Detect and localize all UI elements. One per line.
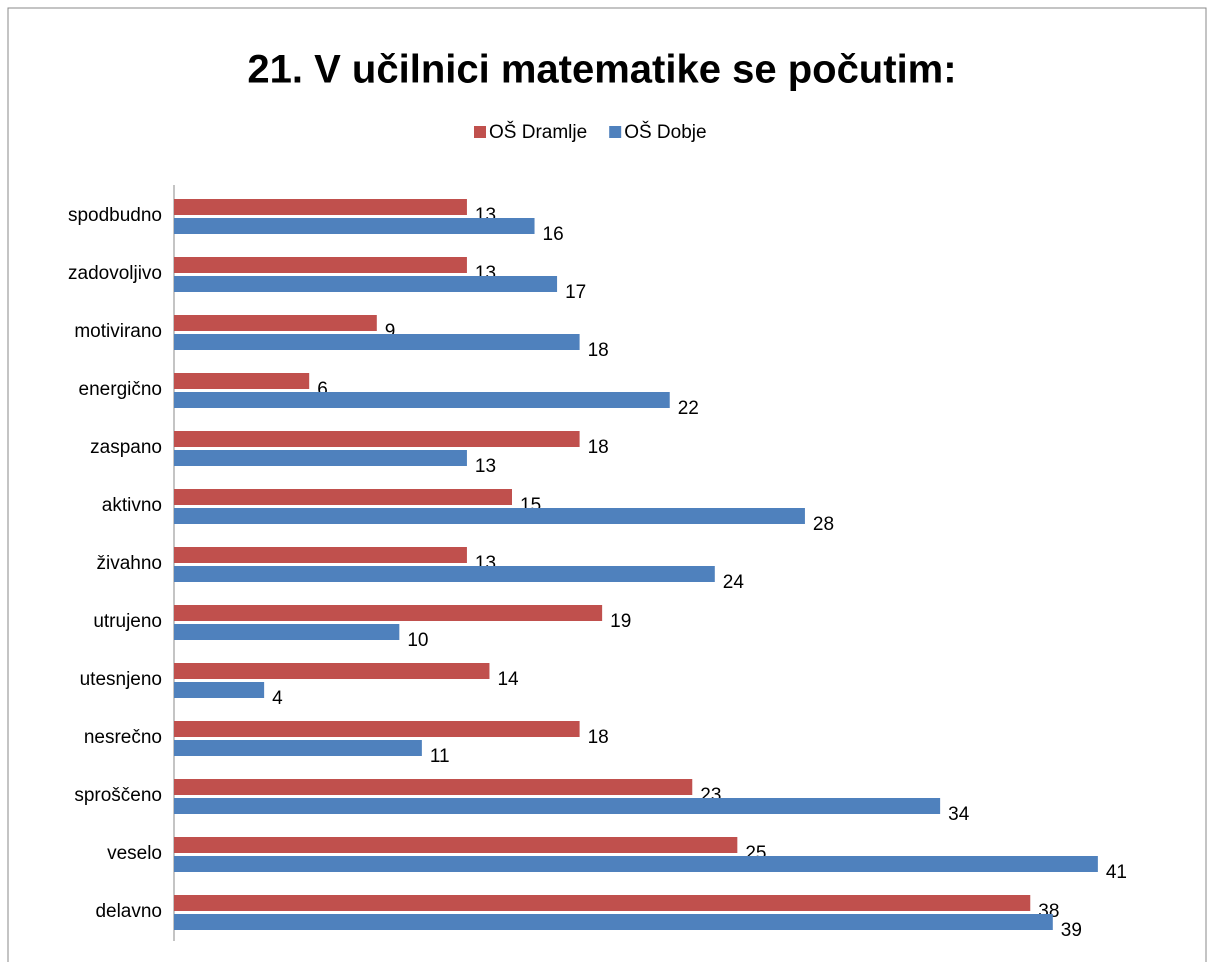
data-label: 14: [497, 669, 519, 690]
data-label: 6: [317, 379, 328, 400]
data-label: 10: [407, 630, 428, 651]
bar: [174, 663, 490, 679]
bar: [174, 508, 805, 524]
data-label: 9: [385, 321, 396, 342]
y-tick-label: zadovoljivo: [68, 263, 162, 284]
data-label: 4: [272, 688, 283, 709]
bar: [174, 547, 467, 563]
data-label: 34: [948, 804, 970, 825]
bar: [174, 779, 693, 795]
y-tick-label: aktivno: [102, 495, 162, 516]
data-label: 16: [543, 224, 564, 245]
bar: [174, 682, 265, 698]
data-label: 17: [565, 282, 586, 303]
bar: [174, 721, 580, 737]
bar: [174, 334, 580, 350]
bar: [174, 489, 512, 505]
bar: [174, 373, 310, 389]
bar: [174, 431, 580, 447]
y-tick-label: živahno: [97, 553, 163, 574]
bar: [174, 392, 670, 408]
y-tick-label: motivirano: [74, 321, 162, 342]
bar: [174, 914, 1053, 930]
data-label: 19: [610, 611, 631, 632]
bar: [174, 450, 467, 466]
chart-title: 21. V učilnici matematike se počutim:: [247, 48, 956, 92]
bar: [174, 856, 1098, 872]
data-label: 41: [1106, 862, 1127, 883]
bar: [174, 566, 715, 582]
data-label: 39: [1061, 920, 1082, 941]
bar: [174, 837, 738, 853]
y-tick-label: utrujeno: [93, 611, 162, 632]
data-label: 11: [430, 746, 450, 767]
bar: [174, 257, 467, 273]
bar: [174, 218, 535, 234]
data-label: 13: [475, 456, 496, 477]
bar: [174, 740, 422, 756]
legend-label: OŠ Dramlje: [489, 121, 587, 143]
bar: [174, 199, 467, 215]
data-label: 18: [588, 727, 609, 748]
y-tick-label: energično: [79, 379, 162, 400]
legend-swatch: [609, 126, 622, 138]
data-label: 24: [723, 572, 745, 593]
data-label: 22: [678, 398, 699, 419]
bar: [174, 605, 603, 621]
y-tick-label: spodbudno: [68, 205, 162, 226]
legend-swatch: [474, 126, 486, 138]
y-tick-label: veselo: [107, 843, 162, 864]
y-tick-label: delavno: [95, 901, 162, 922]
bar: [174, 276, 558, 292]
bar: [174, 895, 1031, 911]
chart-frame: [7, 7, 1207, 962]
bar: [174, 624, 400, 640]
data-label: 28: [813, 514, 834, 535]
bar: [174, 798, 941, 814]
legend-label: OŠ Dobje: [624, 121, 706, 143]
data-label: 18: [588, 340, 609, 361]
y-tick-label: sproščeno: [74, 785, 162, 806]
y-tick-label: utesnjeno: [80, 669, 162, 690]
y-tick-label: zaspano: [90, 437, 162, 458]
y-tick-label: nesrečno: [84, 727, 162, 748]
bar: [174, 315, 377, 331]
data-label: 18: [588, 437, 609, 458]
